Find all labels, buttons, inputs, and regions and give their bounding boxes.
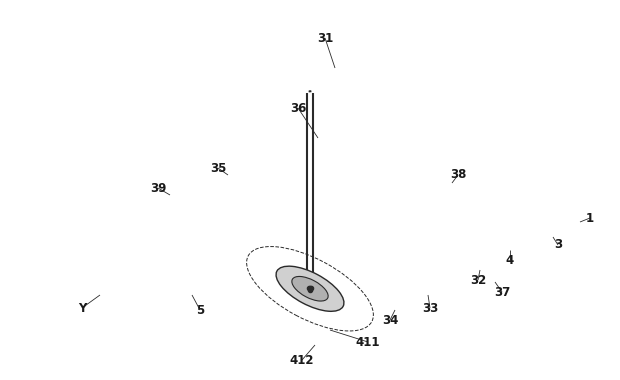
Polygon shape xyxy=(312,289,313,290)
Polygon shape xyxy=(306,287,314,291)
Polygon shape xyxy=(309,289,312,290)
Polygon shape xyxy=(309,288,310,290)
Polygon shape xyxy=(308,285,310,287)
Polygon shape xyxy=(308,288,309,289)
Polygon shape xyxy=(306,287,314,292)
Polygon shape xyxy=(307,287,309,288)
Polygon shape xyxy=(312,289,314,290)
Text: 5: 5 xyxy=(196,304,204,317)
Text: 34: 34 xyxy=(382,314,398,326)
Polygon shape xyxy=(310,287,314,290)
Ellipse shape xyxy=(292,276,328,301)
Text: 39: 39 xyxy=(150,182,166,195)
Polygon shape xyxy=(311,288,312,289)
Polygon shape xyxy=(308,287,311,289)
Text: 33: 33 xyxy=(422,301,438,315)
Polygon shape xyxy=(310,287,314,290)
Text: 3: 3 xyxy=(554,239,562,252)
Text: 412: 412 xyxy=(290,353,314,366)
Polygon shape xyxy=(314,288,316,290)
Polygon shape xyxy=(312,289,313,290)
Circle shape xyxy=(303,280,317,294)
Text: 32: 32 xyxy=(470,274,486,287)
Polygon shape xyxy=(313,289,314,290)
Circle shape xyxy=(307,285,313,290)
Polygon shape xyxy=(307,287,311,290)
Polygon shape xyxy=(312,288,316,290)
Circle shape xyxy=(297,274,323,301)
Polygon shape xyxy=(306,287,309,289)
Polygon shape xyxy=(311,288,312,289)
Polygon shape xyxy=(311,288,312,289)
Text: 38: 38 xyxy=(450,168,466,182)
Ellipse shape xyxy=(276,266,344,311)
Polygon shape xyxy=(309,289,310,290)
Polygon shape xyxy=(309,288,311,290)
Text: 31: 31 xyxy=(317,32,333,44)
Text: 411: 411 xyxy=(356,336,380,348)
Polygon shape xyxy=(312,289,313,290)
Text: 35: 35 xyxy=(210,162,226,174)
Polygon shape xyxy=(312,289,313,290)
Polygon shape xyxy=(307,288,313,291)
Polygon shape xyxy=(308,286,310,287)
Text: 4: 4 xyxy=(506,253,514,266)
Polygon shape xyxy=(312,289,313,290)
Text: 36: 36 xyxy=(290,101,306,114)
Polygon shape xyxy=(314,289,316,290)
Text: 37: 37 xyxy=(494,285,510,299)
Text: Y: Y xyxy=(78,301,86,315)
Polygon shape xyxy=(310,289,311,290)
Polygon shape xyxy=(310,288,312,290)
Polygon shape xyxy=(310,289,314,291)
Text: 1: 1 xyxy=(586,212,594,225)
Polygon shape xyxy=(310,290,314,293)
Polygon shape xyxy=(310,288,311,290)
